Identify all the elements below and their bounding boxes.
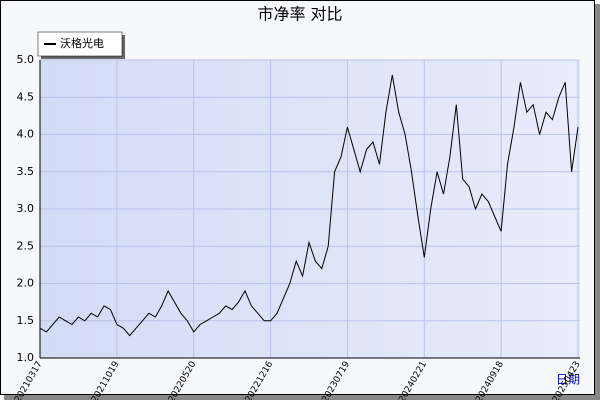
shadow (4, 395, 600, 400)
chart-title: 市净率 对比 (257, 5, 342, 24)
legend-label: 沃格光电 (60, 36, 104, 50)
shadow (595, 4, 600, 400)
y-tick-label: 4.5 (17, 90, 35, 103)
y-tick-label: 5.0 (17, 53, 35, 66)
x-axis-label: 日期 (556, 373, 580, 387)
y-tick-label: 1.5 (17, 314, 35, 327)
y-tick-label: 1.0 (17, 351, 35, 364)
line (39, 74, 579, 337)
y-tick-label: 2.5 (17, 239, 35, 252)
y-tick-label: 2.0 (17, 277, 35, 290)
y-tick-label: 3.0 (17, 202, 35, 215)
y-tick-label: 3.5 (17, 165, 35, 178)
y-tick-label: 4.0 (17, 128, 35, 141)
